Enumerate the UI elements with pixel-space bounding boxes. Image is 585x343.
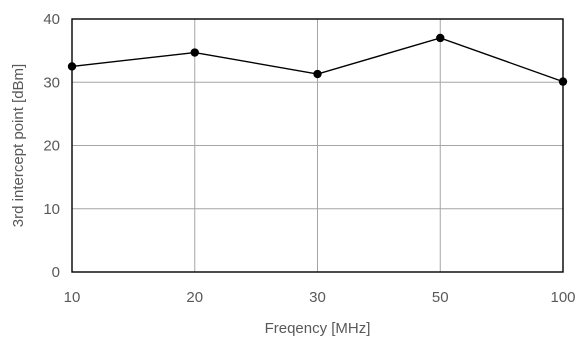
y-tick-label-40: 40 (43, 11, 60, 28)
y-axis-tick-labels: 0 10 20 30 40 (43, 11, 60, 281)
data-point-20 (190, 48, 199, 57)
data-point-100 (558, 77, 568, 86)
y-tick-label-0: 0 (52, 264, 60, 281)
x-tick-label-50: 50 (432, 289, 449, 306)
x-tick-label-20: 20 (186, 289, 203, 306)
x-tick-label-30: 30 (309, 289, 326, 306)
series-group (67, 33, 568, 86)
x-axis-tick-labels: 10 20 30 50 100 (64, 289, 576, 306)
data-point-10 (67, 62, 77, 71)
x-tick-label-10: 10 (64, 289, 81, 306)
y-tick-label-30: 30 (43, 74, 60, 91)
grid-lines (72, 18, 563, 273)
plot-area-frame (71, 18, 564, 273)
data-point-30 (313, 69, 322, 79)
x-axis-title: Freqency [MHz] (265, 320, 371, 337)
y-axis-title: 3rd intercept point [dBm] (10, 64, 27, 227)
y-tick-label-20: 20 (43, 138, 60, 155)
x-tick-label-100: 100 (550, 289, 575, 306)
data-point-50 (436, 33, 445, 43)
y-tick-label-10: 10 (43, 201, 60, 218)
